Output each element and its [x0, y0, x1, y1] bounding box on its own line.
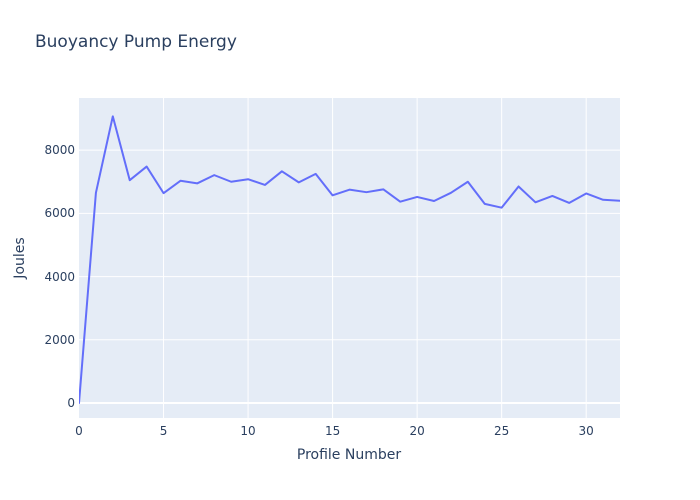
y-tick-label: 2000 [44, 332, 75, 347]
plot-area[interactable] [79, 98, 620, 418]
line-chart-canvas [79, 98, 620, 418]
chart-title: Buoyancy Pump Energy [35, 32, 237, 52]
x-tick-label: 25 [494, 424, 510, 438]
x-axis-title: Profile Number [296, 447, 402, 463]
y-axis-title: Joules [12, 237, 28, 279]
x-tick-label: 30 [578, 424, 594, 438]
x-tick-label: 20 [409, 424, 425, 438]
x-tick-label: 0 [75, 424, 83, 438]
x-tick-label: 5 [159, 424, 168, 438]
y-tick-label: 4000 [44, 269, 75, 284]
y-tick-label: 6000 [44, 206, 75, 221]
x-tick-label: 10 [240, 424, 256, 438]
y-tick-label: 0 [67, 395, 75, 410]
y-tick-label: 8000 [44, 143, 75, 158]
energy-line-series[interactable] [79, 115, 620, 404]
x-tick-label: 15 [324, 424, 341, 438]
